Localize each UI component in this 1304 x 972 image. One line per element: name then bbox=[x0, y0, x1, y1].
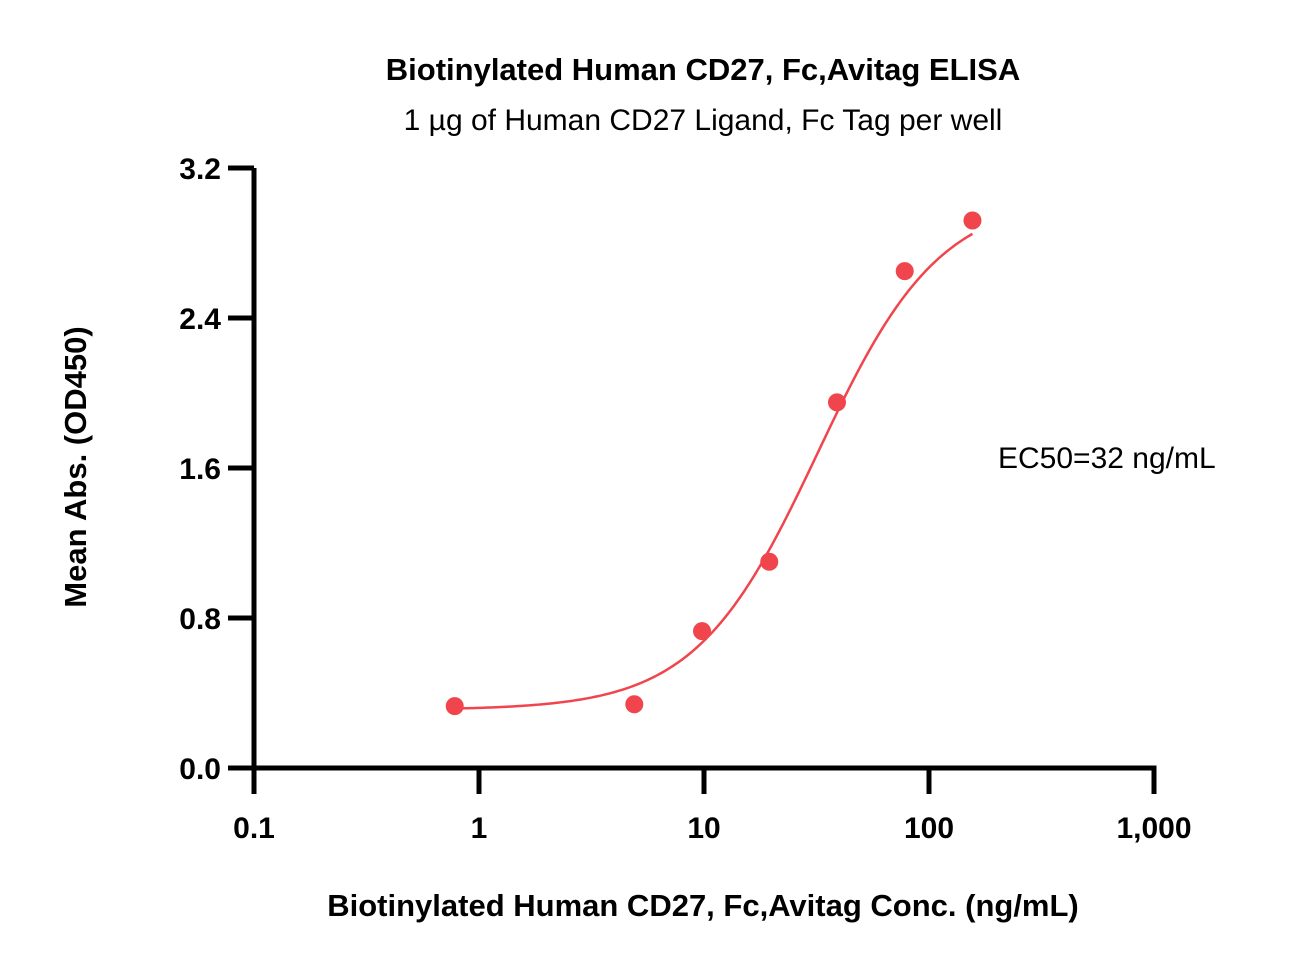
data-point bbox=[827, 393, 846, 412]
x-axis-title: Biotinylated Human CD27, Fc,Avitag Conc.… bbox=[327, 888, 1079, 923]
chart-title: Biotinylated Human CD27, Fc,Avitag ELISA bbox=[386, 52, 1020, 87]
data-point bbox=[693, 622, 712, 641]
y-axis-title: Mean Abs. (OD450) bbox=[58, 326, 93, 607]
x-tick-label: 10 bbox=[687, 812, 720, 845]
x-tick-label: 0.1 bbox=[233, 812, 275, 845]
x-tick-label: 1,000 bbox=[1116, 812, 1191, 845]
y-tick-label: 0.0 bbox=[179, 753, 221, 786]
chart-subtitle: 1 µg of Human CD27 Ligand, Fc Tag per we… bbox=[404, 104, 1003, 137]
data-point bbox=[625, 695, 644, 714]
data-point bbox=[963, 211, 982, 230]
fit-curve bbox=[454, 232, 974, 710]
ec50-annotation: EC50=32 ng/mL bbox=[998, 442, 1216, 475]
y-tick-label: 1.6 bbox=[179, 453, 221, 486]
data-point bbox=[895, 262, 914, 281]
y-tick-label: 0.8 bbox=[179, 603, 221, 636]
x-tick-label: 1 bbox=[471, 812, 488, 845]
x-tick-label: 100 bbox=[904, 812, 954, 845]
axes: 0.0 0.8 1.6 2.4 3.2 0.1 1 10 100 1,000 bbox=[179, 153, 1191, 845]
data-points bbox=[445, 211, 982, 716]
y-tick-label: 2.4 bbox=[179, 303, 221, 336]
data-point bbox=[445, 697, 464, 716]
data-point bbox=[760, 552, 779, 571]
y-tick-label: 3.2 bbox=[179, 153, 221, 186]
fit-curve-layer bbox=[454, 232, 974, 710]
